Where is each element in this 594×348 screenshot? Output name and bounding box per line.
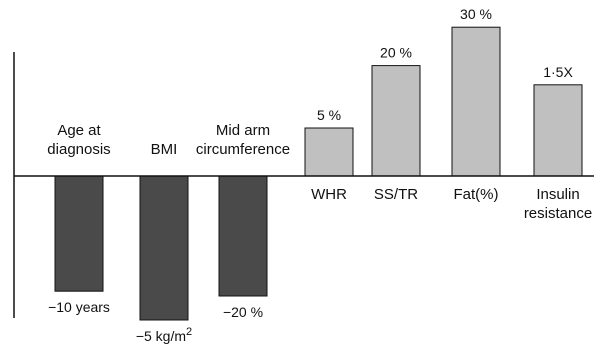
labels-layer: Age at diagnosis −10 years BMI −5 kg/m2 Mid a…: [47, 6, 592, 344]
bars-layer: [54, 26, 583, 321]
category-label-ss-tr: SS/TR: [374, 186, 418, 203]
value-label-whr: 5 %: [317, 107, 341, 123]
bar-bmi: [139, 175, 189, 321]
category-label-age-at-diagnosis: Age at diagnosis: [47, 122, 110, 158]
axes-layer: [13, 52, 594, 318]
bar-insulin-resistance: [533, 84, 583, 177]
value-label-age-at-diagnosis: −10 years: [48, 299, 110, 315]
category-label-whr: WHR: [311, 186, 347, 203]
category-label-bmi: BMI: [151, 141, 178, 158]
bar-fat: [451, 26, 501, 177]
bar-ss-tr: [371, 65, 421, 177]
value-label-insulin-resistance: 1·5X: [543, 64, 573, 80]
value-label-ss-tr: 20 %: [380, 45, 412, 61]
category-label-insulin-resistance: Insulin resistance: [524, 186, 592, 222]
value-label-fat: 30 %: [460, 6, 492, 22]
bar-age-at-diagnosis: [54, 175, 104, 292]
value-label-mid-arm-circumference: −20 %: [223, 304, 263, 320]
category-label-fat: Fat(%): [454, 186, 499, 203]
value-label-bmi: −5 kg/m2: [136, 326, 192, 344]
category-label-mid-arm-circumference: Mid arm circumference: [196, 122, 290, 158]
bar-mid-arm-circumference: [218, 175, 268, 297]
bar-whr: [304, 127, 354, 177]
